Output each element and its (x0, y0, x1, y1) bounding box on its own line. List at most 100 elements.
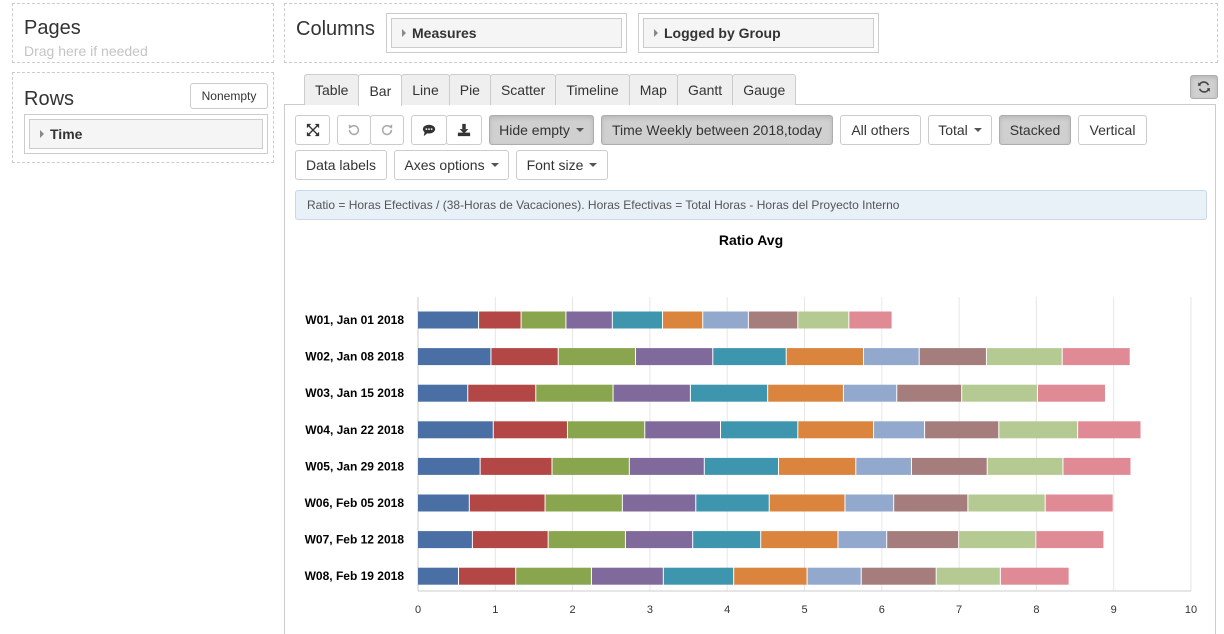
bar-segment[interactable] (843, 384, 897, 402)
bar-segment[interactable] (987, 457, 1063, 475)
data-labels-toggle[interactable]: Data labels (295, 150, 387, 180)
bar-segment[interactable] (734, 567, 807, 585)
tab-pie[interactable]: Pie (448, 74, 491, 105)
bar-segment[interactable] (480, 457, 552, 475)
bar-segment[interactable] (567, 421, 645, 439)
tab-map[interactable]: Map (628, 74, 678, 105)
bar-segment[interactable] (418, 384, 468, 402)
undo-button[interactable] (337, 115, 371, 145)
bar-segment[interactable] (469, 494, 545, 512)
bar-segment[interactable] (516, 567, 591, 585)
bar-segment[interactable] (703, 311, 748, 329)
bar-segment[interactable] (925, 421, 999, 439)
bar-segment[interactable] (936, 567, 1000, 585)
bar-segment[interactable] (472, 531, 548, 549)
bar-segment[interactable] (838, 531, 887, 549)
bar-segment[interactable] (1036, 531, 1104, 549)
refresh-button[interactable] (1190, 75, 1218, 99)
bar-segment[interactable] (622, 494, 696, 512)
row-dimension-time[interactable]: Time (29, 119, 263, 149)
bar-segment[interactable] (894, 494, 968, 512)
bar-segment[interactable] (856, 457, 911, 475)
bar-segment[interactable] (468, 384, 536, 402)
bar-segment[interactable] (874, 421, 925, 439)
bar-segment[interactable] (612, 311, 663, 329)
bar-segment[interactable] (864, 348, 919, 366)
bar-segment[interactable] (552, 457, 629, 475)
bar-segment[interactable] (1078, 421, 1141, 439)
bar-segment[interactable] (663, 567, 734, 585)
tab-line[interactable]: Line (401, 74, 450, 105)
stacked-toggle[interactable]: Stacked (999, 115, 1071, 145)
bar-segment[interactable] (768, 384, 843, 402)
time-filter-button[interactable]: Time Weekly between 2018,today (601, 115, 833, 145)
bar-segment[interactable] (613, 384, 690, 402)
bar-segment[interactable] (798, 311, 849, 329)
comment-button[interactable] (411, 115, 447, 145)
tab-gantt[interactable]: Gantt (676, 74, 734, 105)
bar-segment[interactable] (986, 348, 1062, 366)
bar-segment[interactable] (1062, 348, 1130, 366)
tab-bar[interactable]: Bar (358, 74, 403, 106)
bar-segment[interactable] (645, 421, 721, 439)
bar-segment[interactable] (690, 384, 768, 402)
bar-segment[interactable] (521, 311, 566, 329)
bar-segment[interactable] (721, 421, 798, 439)
bar-segment[interactable] (1063, 457, 1131, 475)
axes-options-dropdown[interactable]: Axes options (394, 150, 509, 180)
bar-segment[interactable] (786, 348, 864, 366)
bar-segment[interactable] (693, 531, 761, 549)
bar-segment[interactable] (418, 494, 469, 512)
bar-segment[interactable] (807, 567, 861, 585)
bar-segment[interactable] (999, 421, 1078, 439)
total-dropdown[interactable]: Total (928, 115, 992, 145)
bar-segment[interactable] (1045, 494, 1113, 512)
bar-segment[interactable] (536, 384, 613, 402)
bar-segment[interactable] (761, 531, 838, 549)
column-dimension-measures[interactable]: Measures (391, 18, 622, 48)
tab-table[interactable]: Table (304, 74, 360, 105)
bar-segment[interactable] (458, 567, 516, 585)
bar-segment[interactable] (418, 531, 472, 549)
bar-segment[interactable] (663, 311, 703, 329)
bar-segment[interactable] (968, 494, 1045, 512)
bar-segment[interactable] (548, 531, 625, 549)
tab-gauge[interactable]: Gauge (732, 74, 797, 105)
nonempty-button[interactable]: Nonempty (190, 83, 268, 109)
hide-empty-dropdown[interactable]: Hide empty (489, 115, 594, 145)
bar-segment[interactable] (545, 494, 622, 512)
bar-segment[interactable] (491, 348, 558, 366)
bar-segment[interactable] (625, 531, 693, 549)
bar-segment[interactable] (887, 531, 959, 549)
bar-segment[interactable] (704, 457, 778, 475)
bar-segment[interactable] (713, 348, 786, 366)
bar-segment[interactable] (418, 311, 479, 329)
bar-segment[interactable] (911, 457, 987, 475)
download-button[interactable] (446, 115, 482, 145)
bar-segment[interactable] (1000, 567, 1069, 585)
bar-segment[interactable] (962, 384, 1037, 402)
bar-segment[interactable] (919, 348, 986, 366)
bar-segment[interactable] (418, 457, 480, 475)
tab-timeline[interactable]: Timeline (555, 74, 630, 105)
bar-segment[interactable] (418, 421, 493, 439)
redo-button[interactable] (370, 115, 404, 145)
bar-segment[interactable] (558, 348, 635, 366)
all-others-button[interactable]: All others (840, 115, 921, 145)
fullscreen-button[interactable] (295, 115, 330, 145)
bar-segment[interactable] (566, 311, 612, 329)
vertical-toggle[interactable]: Vertical (1078, 115, 1147, 145)
bar-segment[interactable] (959, 531, 1036, 549)
bar-segment[interactable] (629, 457, 704, 475)
bar-segment[interactable] (845, 494, 894, 512)
bar-segment[interactable] (479, 311, 521, 329)
bar-segment[interactable] (897, 384, 962, 402)
column-dimension-logged-by-group[interactable]: Logged by Group (643, 18, 874, 48)
bar-segment[interactable] (591, 567, 663, 585)
bar-segment[interactable] (696, 494, 769, 512)
bar-segment[interactable] (778, 457, 856, 475)
bar-segment[interactable] (493, 421, 567, 439)
font-size-dropdown[interactable]: Font size (516, 150, 608, 180)
bar-segment[interactable] (1037, 384, 1105, 402)
bar-segment[interactable] (861, 567, 936, 585)
